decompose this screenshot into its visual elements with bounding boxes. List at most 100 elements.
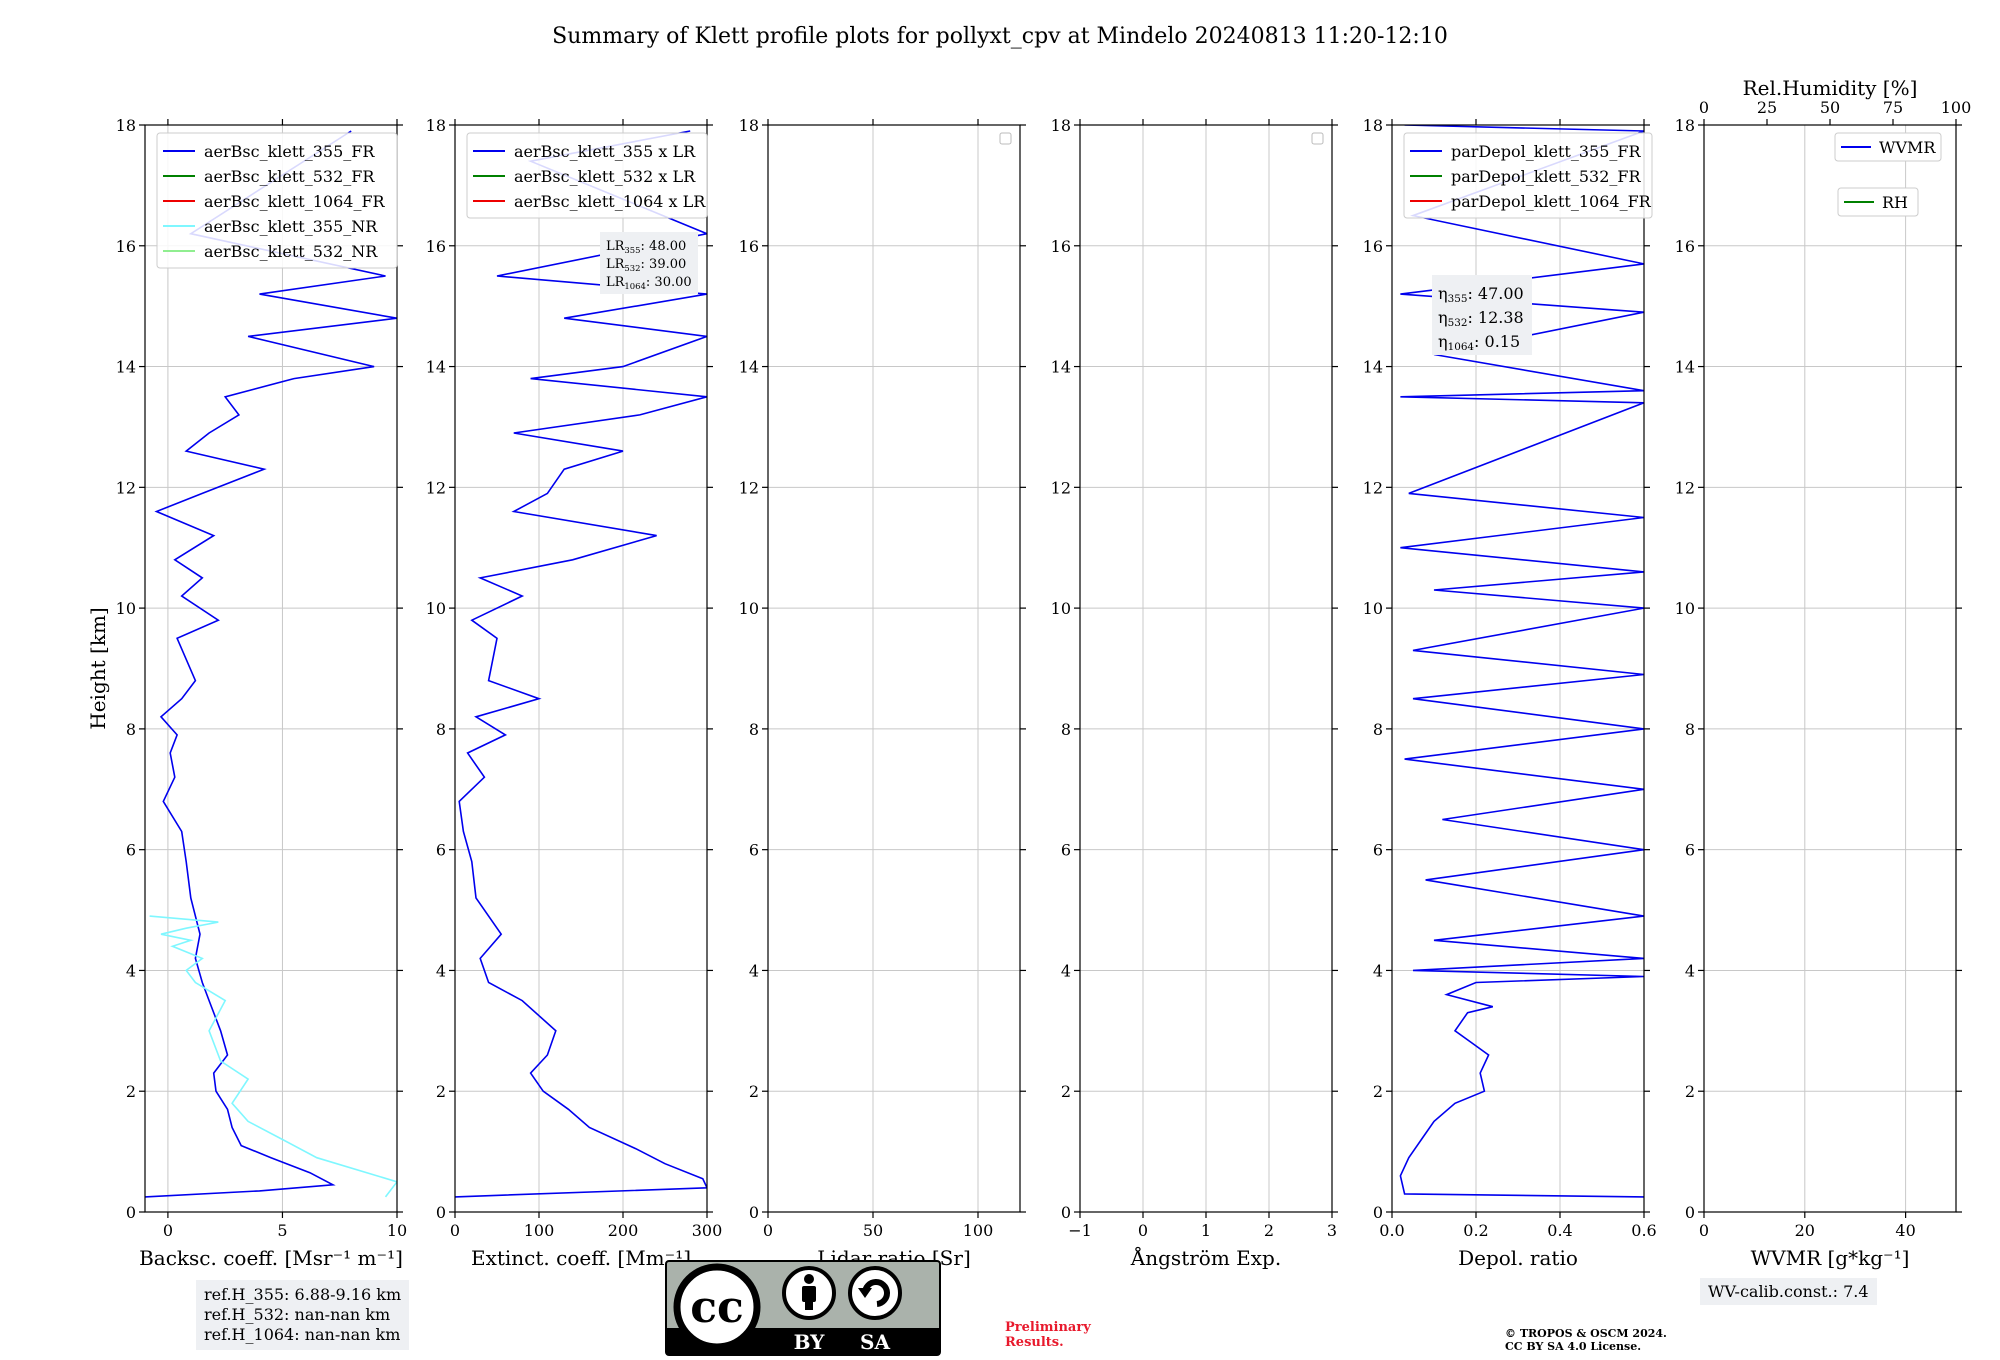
top-x-tick-label: 75 [1883, 98, 1903, 117]
x-tick-label: 3 [1327, 1221, 1337, 1240]
axes-frame [1391, 124, 1645, 1213]
y-tick-label: 2 [749, 1082, 759, 1101]
x-tick-label: 40 [1895, 1221, 1915, 1240]
y-tick-label: 14 [1051, 358, 1071, 377]
legend-entry: aerBsc_klett_532 x LR [514, 167, 696, 186]
annotation-line: LR532: 39.00 [606, 257, 686, 273]
y-tick-label: 14 [426, 358, 446, 377]
y-tick-label: 2 [1685, 1082, 1695, 1101]
x-tick-label: 0.6 [1631, 1221, 1656, 1240]
y-tick-label: 12 [1051, 478, 1071, 497]
y-tick-label: 16 [426, 237, 446, 256]
x-tick-label: 100 [963, 1221, 994, 1240]
x-tick-label: 5 [277, 1221, 287, 1240]
axes-frame [1703, 124, 1957, 1213]
y-tick-label: 10 [1051, 599, 1071, 618]
x-tick-label: 0 [1138, 1221, 1148, 1240]
x-tick-label: 0 [763, 1221, 773, 1240]
x-tick-label: 300 [692, 1221, 723, 1240]
x-tick-label: 10 [387, 1221, 407, 1240]
y-tick-label: 6 [436, 841, 446, 860]
y-tick-label: 16 [739, 237, 759, 256]
y-tick-label: 2 [1373, 1082, 1383, 1101]
y-tick-label: 16 [1363, 237, 1383, 256]
x-tick-label: 0.0 [1379, 1221, 1404, 1240]
y-axis-label: Height [km] [86, 607, 110, 729]
y-tick-label: 8 [1061, 720, 1071, 739]
axes-frame [454, 124, 708, 1213]
y-tick-label: 12 [426, 478, 446, 497]
legend-entry: parDepol_klett_355_FR [1451, 142, 1642, 161]
legend-entry: parDepol_klett_1064_FR [1451, 192, 1652, 211]
y-tick-label: 4 [126, 961, 136, 980]
preliminary-results-note: Preliminary Results. [1005, 1320, 1091, 1350]
y-tick-label: 10 [116, 599, 136, 618]
annotation-box [600, 232, 698, 294]
y-tick-label: 8 [1373, 720, 1383, 739]
y-tick-label: 2 [126, 1082, 136, 1101]
y-tick-label: 8 [1685, 720, 1695, 739]
y-tick-label: 18 [1675, 116, 1695, 135]
y-tick-label: 0 [1373, 1203, 1383, 1222]
y-tick-label: 18 [1363, 116, 1383, 135]
by-label: BY [794, 1330, 826, 1354]
ref-height-532: ref.H_532: nan-nan km [204, 1305, 391, 1324]
y-tick-label: 6 [1685, 841, 1695, 860]
y-tick-label: 6 [749, 841, 759, 860]
copyright-note: © TROPOS & OSCM 2024. CC BY SA 4.0 Licen… [1505, 1327, 1667, 1353]
annotation-line: LR1064: 30.00 [606, 275, 692, 291]
legend-entry: aerBsc_klett_355_NR [204, 217, 378, 236]
y-tick-label: 0 [749, 1203, 759, 1222]
chart-panel-depol: 0 2 4 6 8 10 12 14 16 18 0.0 0.2 0.4 0.6 Depol. ratio p… [1363, 116, 1657, 1270]
x-tick-label: 0.2 [1463, 1221, 1488, 1240]
y-tick-label: 16 [1051, 237, 1071, 256]
preliminary-line-1: Preliminary [1005, 1320, 1091, 1335]
y-tick-label: 4 [436, 961, 446, 980]
x-tick-label: 100 [524, 1221, 555, 1240]
y-tick-label: 4 [1373, 961, 1383, 980]
empty-legend-box [1311, 132, 1324, 145]
legend-box [156, 132, 398, 269]
y-tick-label: 16 [116, 237, 136, 256]
y-tick-label: 4 [749, 961, 759, 980]
x-tick-label: 20 [1795, 1221, 1815, 1240]
axes-frame [144, 124, 398, 1213]
empty-legend-box [999, 132, 1012, 145]
legend-entry: aerBsc_klett_1064 x LR [514, 192, 706, 211]
axes-frame [767, 124, 1021, 1213]
x-tick-label: 1 [1201, 1221, 1211, 1240]
legend-box [1403, 132, 1653, 219]
y-tick-label: 18 [1051, 116, 1071, 135]
ref-height-355: ref.H_355: 6.88-9.16 km [204, 1285, 402, 1304]
copyright-line-1: © TROPOS & OSCM 2024. [1505, 1327, 1667, 1340]
cc-logo-text: cc [690, 1282, 744, 1333]
y-tick-label: 6 [1373, 841, 1383, 860]
series-parDepol_klett_355_FR [1399, 125, 1644, 1198]
x-tick-label: 0 [450, 1221, 460, 1240]
y-tick-label: 10 [1675, 599, 1695, 618]
x-tick-label: −1 [1068, 1221, 1092, 1240]
y-tick-label: 6 [126, 841, 136, 860]
annotation-line: η355: 47.00 [1438, 284, 1524, 305]
y-tick-label: 2 [1061, 1082, 1071, 1101]
y-tick-label: 14 [1363, 358, 1383, 377]
y-tick-label: 2 [436, 1082, 446, 1101]
reference-heights-box: ref.H_355: 6.88-9.16 km ref.H_532: nan-n… [196, 1280, 410, 1350]
y-tick-label: 8 [126, 720, 136, 739]
copyright-line-2: CC BY SA 4.0 License. [1505, 1340, 1642, 1353]
y-tick-label: 0 [1061, 1203, 1071, 1222]
y-tick-label: 18 [116, 116, 136, 135]
x-tick-label: 200 [608, 1221, 639, 1240]
legend-box [1834, 132, 1942, 162]
figure-title: Summary of Klett profile plots for polly… [552, 24, 1448, 49]
legend-entry: parDepol_klett_532_FR [1451, 167, 1642, 186]
x-axis-label: WVMR [g*kg⁻¹] [1751, 1246, 1910, 1270]
top-axis-label: Rel.Humidity [%] [1743, 76, 1918, 100]
y-tick-label: 0 [1685, 1203, 1695, 1222]
top-x-tick-label: 25 [1757, 98, 1777, 117]
ref-height-1064: ref.H_1064: nan-nan km [204, 1325, 401, 1344]
